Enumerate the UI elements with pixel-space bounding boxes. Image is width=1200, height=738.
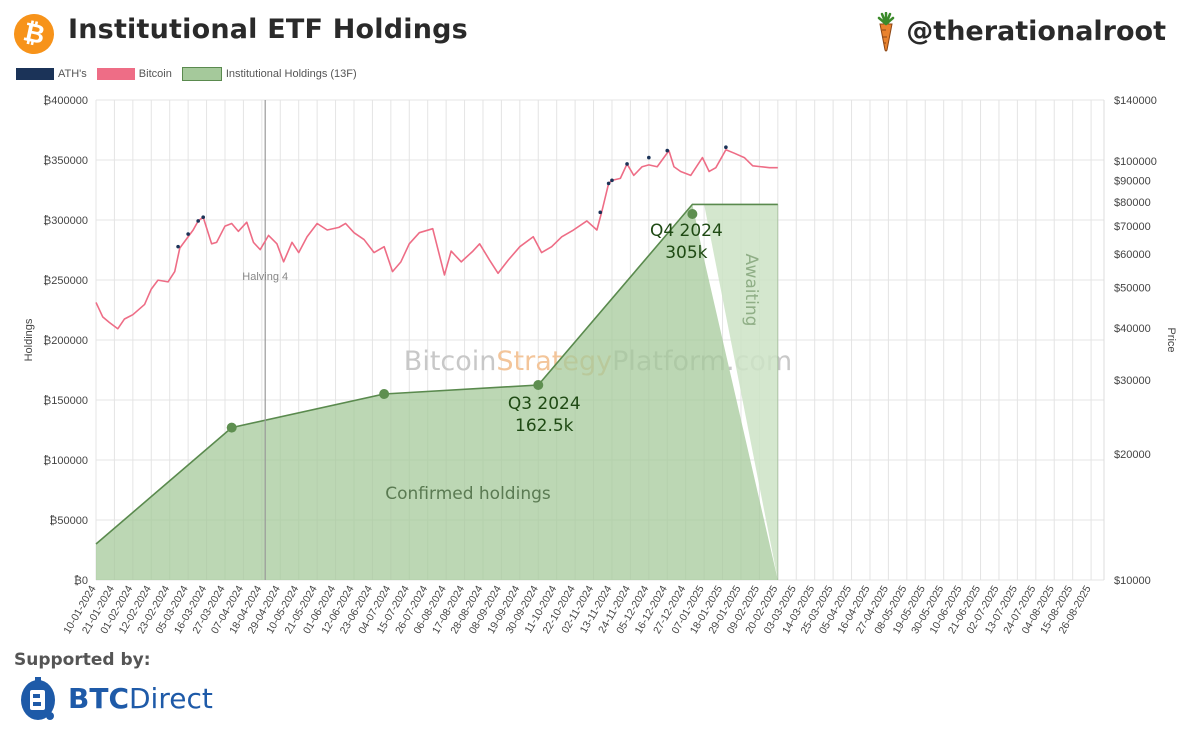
q4-annotation-title: Q4 2024 — [650, 221, 723, 241]
btcdirect-logo-icon — [21, 677, 55, 720]
ath-point — [606, 181, 611, 186]
awaiting-area — [704, 204, 778, 580]
y-left-tick-label: ₿300000 — [43, 215, 88, 227]
y-right-tick-label: $10000 — [1114, 575, 1151, 587]
y-right-tick-label: $30000 — [1114, 375, 1151, 387]
y-right-tick-label: $70000 — [1114, 221, 1151, 233]
y-right-tick-label: $20000 — [1114, 449, 1151, 461]
ath-point — [724, 145, 728, 150]
y-left-tick-label: ₿250000 — [43, 275, 88, 287]
legend-label: Bitcoin — [138, 68, 172, 81]
legend-swatch — [181, 67, 222, 81]
chart-legend: ATH's Bitcoin Institutional Holdings (13F) — [16, 67, 367, 83]
ath-point — [647, 155, 651, 160]
y-left-tick-label: ₿400000 — [43, 95, 88, 107]
y-right-tick-label: $140000 — [1114, 95, 1157, 107]
header: ₿ Institutional ETF Holdings @therationa… — [0, 0, 1200, 62]
y-right-tick-label: $50000 — [1114, 282, 1151, 294]
bitcoin-price-line — [95, 148, 778, 330]
holdings-line — [95, 203, 778, 545]
awaiting-label: Awaiting — [741, 254, 761, 327]
q4-annotation-value: 305k — [665, 243, 707, 263]
ath-point — [196, 219, 200, 223]
twitter-handle: @therationalroot — [906, 16, 1166, 47]
y-left-tick-label: ₿150000 — [43, 395, 88, 407]
y-right-tick-label: $100000 — [1114, 156, 1157, 168]
y-left-tick-label: ₿50000 — [49, 515, 88, 527]
btcdirect-bold: BTC — [68, 682, 129, 715]
page-title: Institutional ETF Holdings — [68, 14, 468, 45]
y-left-tick-label: ₿200000 — [43, 335, 88, 347]
ath-point — [176, 244, 180, 249]
y-left-tick-label: ₿350000 — [43, 155, 88, 167]
ath-point — [201, 215, 206, 219]
y-right-axis-label: Price — [1165, 327, 1177, 352]
btcdirect-wordmark: BTCDirect — [68, 682, 213, 715]
legend-label: ATH's — [58, 68, 87, 81]
y-right-tick-label: $60000 — [1114, 249, 1151, 261]
legend-swatch — [96, 68, 135, 81]
holdings-area — [96, 204, 778, 580]
ath-point — [598, 210, 603, 215]
q3-annotation-value: 162.5k — [515, 416, 574, 436]
brand: @therationalroot — [878, 12, 1166, 52]
ath-point — [610, 178, 614, 183]
confirmed-holdings-label: Confirmed holdings — [385, 484, 551, 504]
legend-item[interactable]: ATH's — [16, 68, 87, 81]
carrot-icon — [878, 12, 895, 52]
ath-point — [625, 162, 629, 166]
ath-point — [186, 232, 190, 236]
btcdirect-logo: BTCDirect — [16, 676, 213, 722]
btcdirect-rest: Direct — [129, 682, 213, 715]
watermark-part: Bitcoin — [404, 346, 497, 377]
y-left-axis-label: Holdings — [23, 318, 35, 361]
y-right-tick-label: $90000 — [1114, 175, 1151, 187]
supported-by-label: Supported by: — [14, 650, 151, 670]
holdings-marker — [379, 389, 390, 399]
y-right-tick-label: $80000 — [1114, 197, 1151, 209]
legend-item[interactable]: Institutional Holdings (13F) — [181, 67, 357, 81]
holdings-marker — [533, 380, 544, 390]
holdings-marker — [687, 209, 698, 219]
legend-swatch — [16, 68, 54, 81]
legend-label: Institutional Holdings (13F) — [225, 68, 357, 80]
y-left-tick-label: ₿100000 — [43, 455, 88, 467]
y-right-tick-label: $40000 — [1114, 323, 1151, 335]
ath-point — [665, 148, 670, 153]
chart: ₿0 ₿50000 ₿100000 ₿150000 ₿200000 ₿250000 ₿300… — [23, 95, 1177, 636]
q3-annotation-title: Q3 2024 — [508, 394, 581, 414]
halving-label: Halving 4 — [242, 271, 288, 283]
holdings-marker — [226, 422, 237, 433]
y-left-tick-label: ₿0 — [74, 575, 88, 587]
legend-item[interactable]: Bitcoin — [96, 68, 172, 81]
